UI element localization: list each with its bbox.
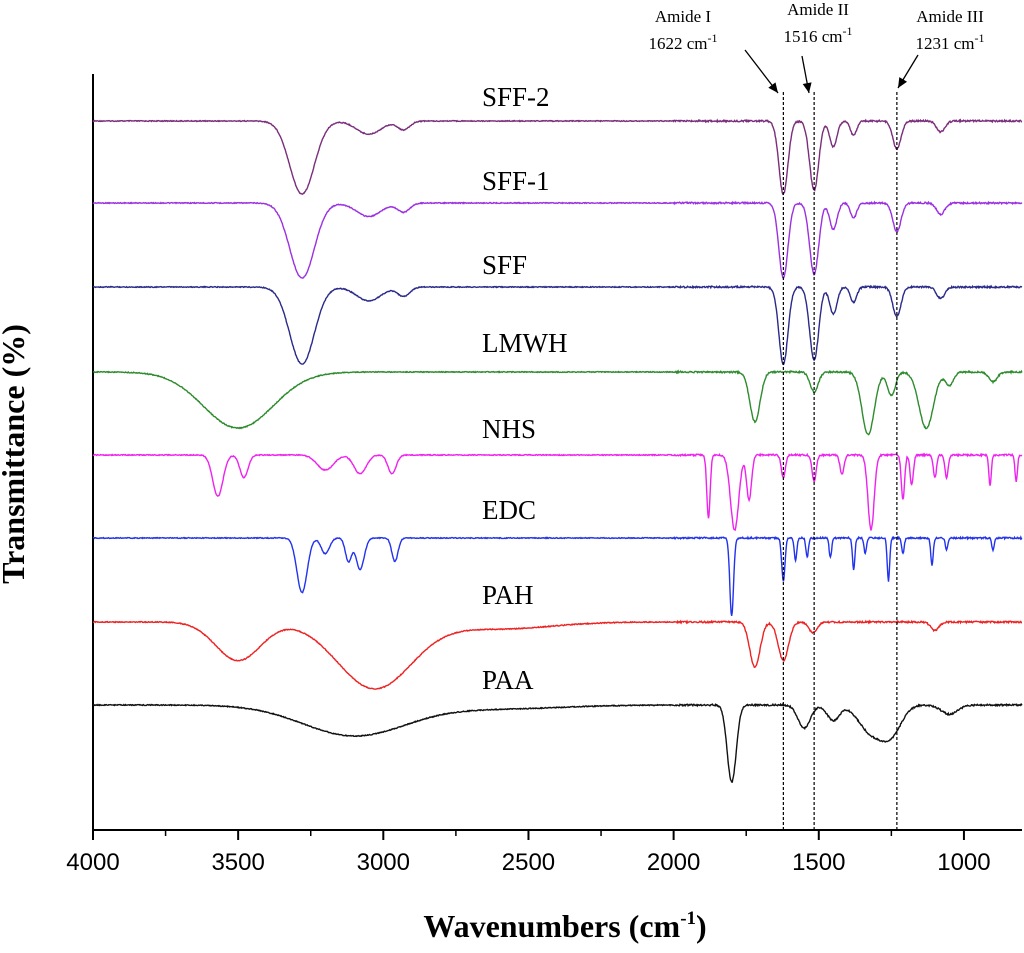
series-line-lmwh [92,369,1023,436]
series-layer [92,118,1023,783]
series-label-nhs: NHS [482,414,536,444]
amide-arrowhead-2 [802,82,812,93]
x-axis-title: Wavenumbers (cm-1) [423,908,706,944]
x-tick-label-2500: 2500 [502,849,555,876]
series-line-sff-2 [92,118,1023,196]
y-axis-title: Transmittance (%) [0,324,31,584]
series-line-paa [92,702,1023,783]
series-label-paa: PAA [482,665,534,695]
x-tick-label-3500: 3500 [211,849,264,876]
x-tick-label-3000: 3000 [357,849,410,876]
series-labels: SFF-2 SFF-1 SFF LMWH NHS EDC PAH PAA [482,82,567,695]
amide-arrowhead-3 [898,77,908,88]
annotation-layer: Amide I 1622 cm-1 Amide II 1516 cm-1 Amide I… [648,0,985,830]
amide-label-1: Amide I [655,7,712,26]
amide-label-2: Amide II [787,0,849,19]
series-label-lmwh: LMWH [482,328,567,358]
x-ticks: 4000 3500 3000 2500 2000 1500 1000 [66,830,991,876]
series-label-sff-1: SFF-1 [482,166,550,196]
x-tick-label-1500: 1500 [792,849,845,876]
amide-value-3: 1231 cm-1 [915,31,984,53]
amide-value-2: 1516 cm-1 [783,24,852,46]
series-line-edc [92,535,1023,616]
series-line-sff [93,284,1023,366]
x-tick-label-4000: 4000 [66,849,119,876]
series-line-nhs [92,452,1023,532]
x-tick-label-2000: 2000 [647,849,700,876]
amide-arrowhead-1 [768,82,778,93]
series-line-pah [92,619,1023,690]
series-label-sff: SFF [482,250,527,280]
amide-label-3: Amide III [916,7,984,26]
x-tick-label-1000: 1000 [937,849,990,876]
series-label-pah: PAH [482,580,534,610]
series-label-sff-2: SFF-2 [482,82,550,112]
series-label-edc: EDC [482,495,536,525]
series-line-sff-1 [92,200,1023,280]
amide-value-1: 1622 cm-1 [648,31,717,53]
